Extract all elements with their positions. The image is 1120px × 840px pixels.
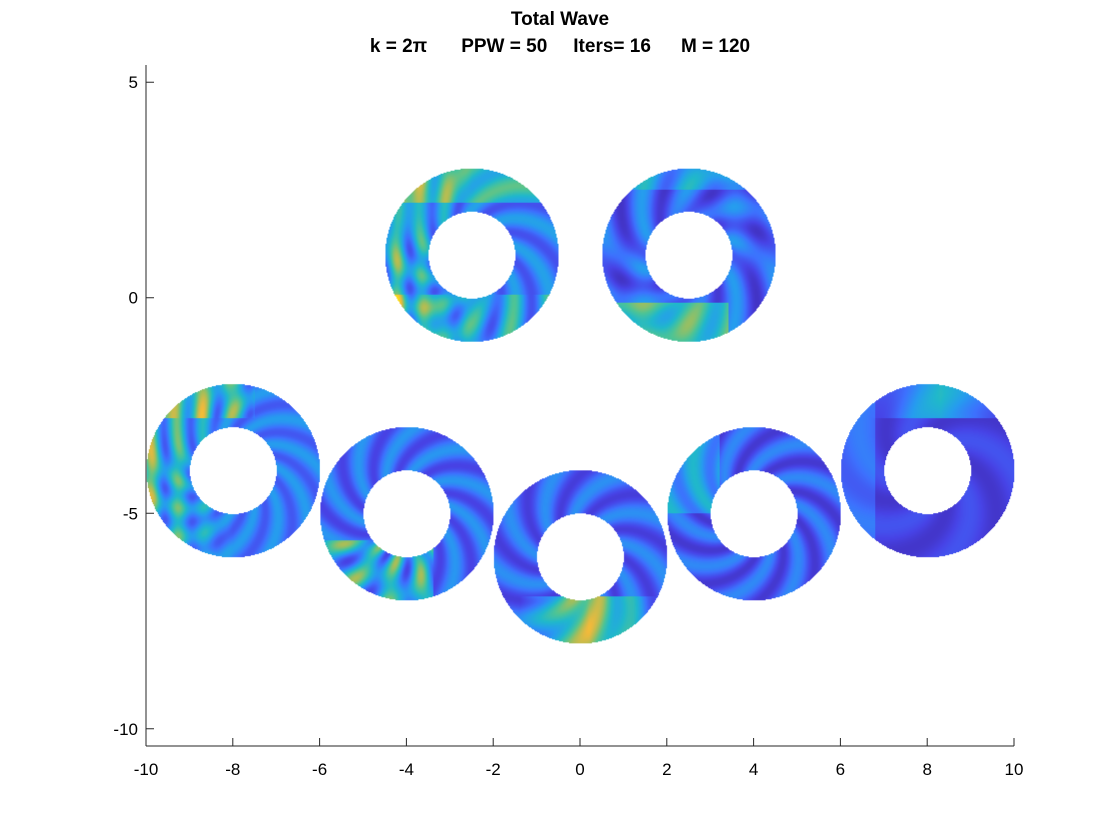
subtitle-ppw: PPW = 50 [461, 36, 548, 57]
x-tick-label: 8 [922, 760, 931, 779]
y-tick-label: 0 [129, 289, 138, 308]
annuli-layer [144, 166, 1016, 645]
x-tick-label: -2 [486, 760, 501, 779]
subtitle-m: M = 120 [680, 36, 751, 57]
x-tick-label: 0 [575, 760, 584, 779]
axes-layer: -10 -8 -6 -4 -2 0 2 4 6 8 10 -10 -5 0 5 [113, 65, 1023, 779]
subtitle-k: k = 2π [369, 36, 428, 57]
subtitle-iters: Iters= 16 [573, 36, 651, 57]
x-tick-label: 10 [1005, 760, 1024, 779]
annulus-4 [318, 425, 495, 602]
annulus-field [492, 468, 668, 645]
x-tick-label: 6 [836, 760, 845, 779]
annulus-6 [665, 425, 842, 602]
y-tick-label: -5 [123, 504, 138, 523]
annulus-1 [383, 166, 560, 343]
annulus-7 [839, 382, 1016, 559]
y-tick-label: 5 [129, 73, 138, 92]
x-tick-label: 4 [749, 760, 758, 779]
y-tick-label: -10 [113, 720, 138, 739]
annulus-field [383, 166, 560, 343]
x-tick-label: -8 [225, 760, 240, 779]
annulus-field [318, 425, 495, 602]
chart-subtitle: k = 2π PPW = 50 Iters= 16 M = 120 [0, 36, 1120, 58]
annulus-field [144, 382, 321, 559]
annulus-5 [492, 468, 668, 645]
annulus-field [839, 382, 1016, 559]
x-tick-label: -6 [312, 760, 327, 779]
annulus-3 [144, 382, 321, 559]
annulus-field [665, 425, 842, 602]
x-tick-label: -10 [134, 760, 159, 779]
annulus-field [600, 166, 777, 343]
x-tick-label: 2 [662, 760, 671, 779]
x-tick-label: -4 [399, 760, 414, 779]
chart-title: Total Wave [510, 9, 610, 30]
annulus-2 [600, 166, 777, 343]
